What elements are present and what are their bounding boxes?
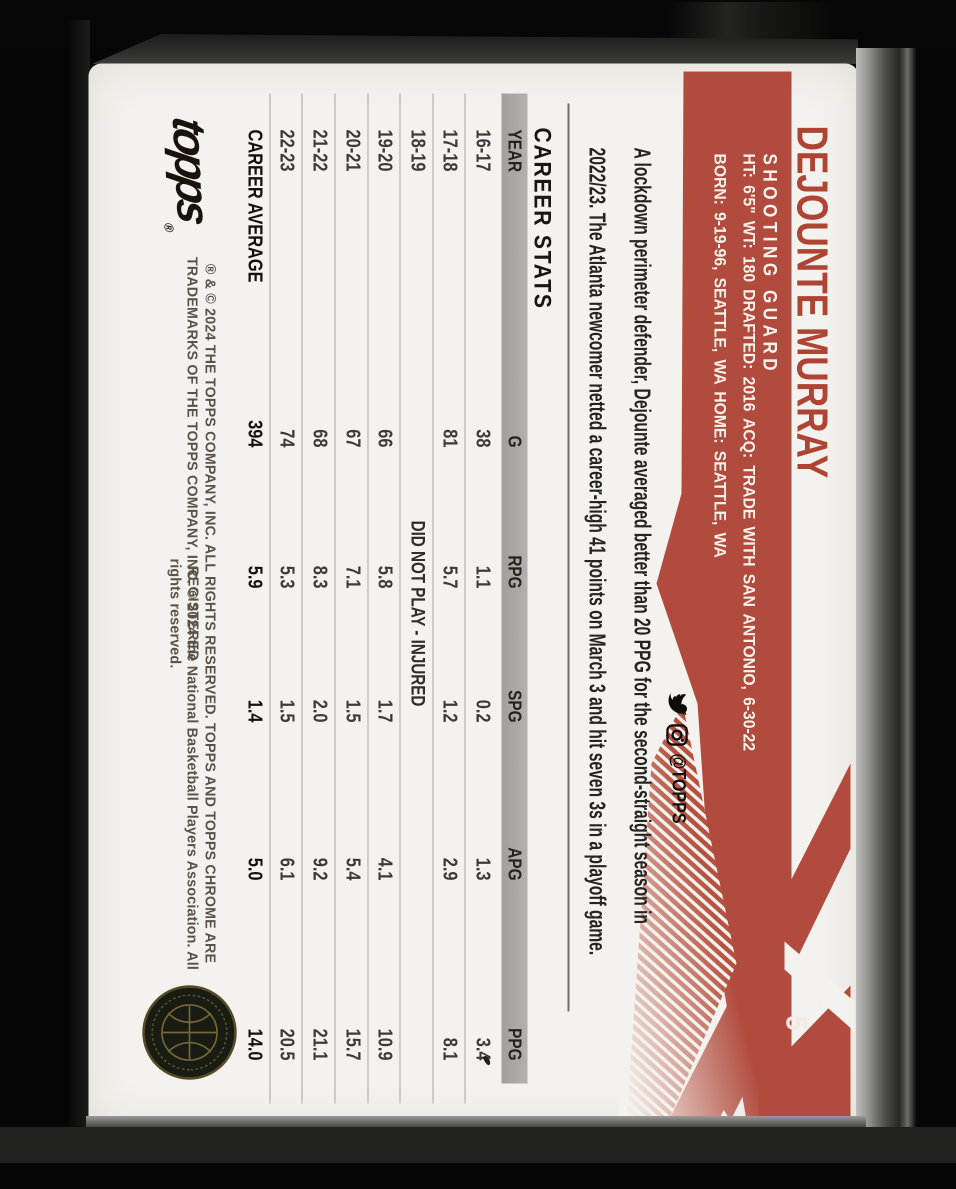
player-name: DEJOUNTE MURRAY xyxy=(787,125,836,478)
row-year: 17-18 xyxy=(438,129,461,171)
stat-spg: 1.7 xyxy=(373,699,396,722)
row-year: 16-17 xyxy=(471,129,493,171)
instagram-icon xyxy=(666,723,688,746)
stat-ppg: 14.0 xyxy=(242,1028,265,1060)
stat-g: 81 xyxy=(438,428,461,447)
social-handle: @TOPPS xyxy=(667,753,688,824)
red-banner-design xyxy=(618,71,854,1120)
twitter-icon xyxy=(668,692,688,716)
stat-ppg: 21.1 xyxy=(308,1028,330,1060)
bio-line-2: BORN: 9-19-96, SEATTLE, WA HOME: SEATTLE… xyxy=(710,153,728,558)
stat-ppg: 3.4 xyxy=(471,1037,493,1060)
stat-apg: 5.0 xyxy=(242,857,265,880)
registered-mark: ® xyxy=(160,221,177,234)
row-year: 19-20 xyxy=(373,129,396,171)
col-header-apg: APG xyxy=(504,846,524,880)
col-header-year: YEAR xyxy=(504,129,524,172)
row-separator xyxy=(366,93,368,1103)
stat-rpg: 8.3 xyxy=(308,565,330,588)
row-separator xyxy=(399,93,401,1103)
stat-spg: 1.4 xyxy=(242,699,265,722)
table-row: 16-17 38 1.1 0.2 1.3 3.4 xyxy=(465,63,498,1128)
stat-rpg: 5.3 xyxy=(275,565,298,588)
row-year: 22-23 xyxy=(275,129,298,171)
player-position: SHOOTING GUARD xyxy=(758,153,779,375)
stat-apg: 2.9 xyxy=(438,857,461,880)
table-row: 20-21 67 7.1 1.5 5.4 15.7 xyxy=(335,63,368,1128)
stat-spg: 0.2 xyxy=(471,699,493,722)
trading-card: DEJOUNTE MURRAY SHOOTING GUARD HT: 6'5" … xyxy=(88,63,858,1128)
sleeve-right-edge xyxy=(856,48,916,1148)
stat-rpg: 5.9 xyxy=(242,565,265,588)
stat-rpg: 7.1 xyxy=(340,565,363,588)
stat-apg: 6.1 xyxy=(275,857,298,880)
copyright-line-2: TRADEMARKS OF THE TOPPS COMPANY, INC. © … xyxy=(166,256,200,970)
sleeve-bottom-edge xyxy=(86,1116,866,1128)
stat-spg: 2.0 xyxy=(308,699,330,722)
stat-g: 38 xyxy=(471,428,493,447)
table-row: CAREER AVERAGE 394 5.9 1.4 5.0 14.0 xyxy=(237,63,270,1128)
background-bottom xyxy=(0,1163,956,1189)
social-row: @TOPPS xyxy=(664,691,690,836)
card-number: 5 xyxy=(779,1015,812,1031)
bio-line-1: HT: 6'5" WT: 180 DRAFTED: 2016 ACQ: TRAD… xyxy=(739,153,757,751)
col-header-ppg: PPG xyxy=(504,1027,524,1060)
row-year: 18-19 xyxy=(405,129,428,171)
col-header-rpg: RPG xyxy=(504,554,524,588)
stat-g: 74 xyxy=(275,428,298,447)
row-separator xyxy=(334,93,335,1103)
stat-apg: 1.3 xyxy=(471,857,493,880)
stat-g: 66 xyxy=(373,428,396,447)
description-line-1: A lockdown perimeter defender, Dejounte … xyxy=(629,147,655,924)
sleeve-left-edge xyxy=(66,20,90,1140)
stat-g: 68 xyxy=(308,428,330,447)
row-separator xyxy=(431,93,433,1103)
row-separator xyxy=(268,93,270,1103)
row-separator xyxy=(301,93,303,1103)
stat-g: 394 xyxy=(242,419,265,447)
row-year: CAREER AVERAGE xyxy=(242,129,265,283)
stats-title: CAREER STATS xyxy=(528,127,555,310)
table-row: 18-19 DID NOT PLAY - INJURED xyxy=(400,63,433,1128)
card-holder-bottom xyxy=(0,1127,956,1165)
stat-rpg: 5.8 xyxy=(373,565,396,588)
card-back: DEJOUNTE MURRAY SHOOTING GUARD HT: 6'5" … xyxy=(88,63,858,1128)
table-row: 19-20 66 5.8 1.7 4.1 10.9 xyxy=(368,63,401,1128)
col-header-g: G xyxy=(504,435,524,447)
dnp-note: DID NOT PLAY - INJURED xyxy=(405,520,427,706)
topps-logo: topps® xyxy=(155,112,222,240)
row-year: 21-22 xyxy=(308,129,330,171)
stat-ppg: 15.7 xyxy=(340,1028,363,1060)
holder-reflection xyxy=(668,2,838,44)
stat-ppg: 20.5 xyxy=(275,1028,298,1060)
topps-logo-text: topps xyxy=(162,113,221,226)
description-line-2: 2022/23. The Atlanta newcomer netted a c… xyxy=(584,147,610,955)
stat-apg: 4.1 xyxy=(373,857,396,880)
stat-spg: 1.5 xyxy=(340,699,363,722)
stat-apg: 5.4 xyxy=(340,857,363,880)
stat-rpg: 1.1 xyxy=(471,565,493,588)
row-separator xyxy=(464,93,466,1103)
table-row: 17-18 81 5.7 1.2 2.9 8.1 xyxy=(433,63,466,1128)
stat-ppg: 10.9 xyxy=(373,1028,396,1060)
stat-spg: 1.5 xyxy=(275,699,298,722)
section-divider xyxy=(567,103,569,1011)
stat-ppg: 8.1 xyxy=(438,1037,461,1060)
table-row: 21-22 68 8.3 2.0 9.2 21.1 xyxy=(302,63,335,1128)
nbpa-logo xyxy=(141,984,237,1080)
stat-rpg: 5.7 xyxy=(438,565,461,588)
sleeve-top-edge xyxy=(92,34,858,64)
stat-spg: 1.2 xyxy=(438,699,461,722)
stat-apg: 9.2 xyxy=(308,857,330,880)
stat-g: 67 xyxy=(340,428,363,447)
col-header-spg: SPG xyxy=(504,689,524,722)
row-year: 20-21 xyxy=(340,129,363,171)
table-row: 22-23 74 5.3 1.5 6.1 20.5 xyxy=(270,63,303,1128)
